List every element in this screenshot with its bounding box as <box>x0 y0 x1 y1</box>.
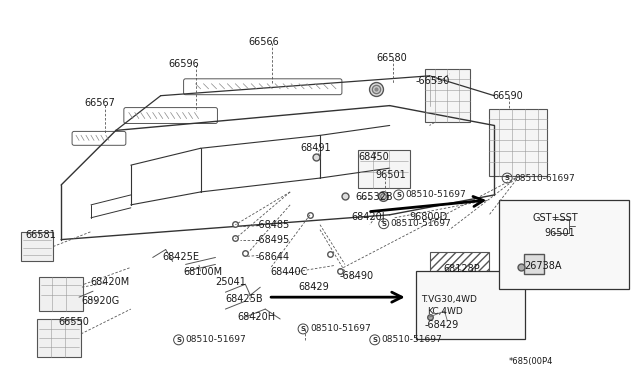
Text: 08510-61697: 08510-61697 <box>514 174 575 183</box>
Text: S: S <box>396 192 401 198</box>
Text: S: S <box>381 221 386 227</box>
Text: 08510-51697: 08510-51697 <box>390 219 451 228</box>
Bar <box>21 232 53 262</box>
Text: 68425E: 68425E <box>163 251 200 262</box>
Bar <box>499 200 628 289</box>
Text: -68429: -68429 <box>424 320 459 330</box>
Text: 68440C: 68440C <box>270 267 308 278</box>
Text: 68128P: 68128P <box>444 264 480 275</box>
Text: S: S <box>372 337 377 343</box>
Text: S: S <box>505 175 509 181</box>
Text: 68420M: 68420M <box>90 277 129 287</box>
Text: 96501: 96501 <box>376 170 406 180</box>
Bar <box>415 271 525 339</box>
Text: KC,4WD: KC,4WD <box>428 307 463 316</box>
Text: -68490: -68490 <box>340 271 374 281</box>
Text: 68420H: 68420H <box>237 312 275 322</box>
Text: -68644: -68644 <box>255 251 289 262</box>
Text: 66566: 66566 <box>248 37 279 47</box>
Text: 25041: 25041 <box>216 277 246 287</box>
Text: 66532B: 66532B <box>356 192 394 202</box>
Bar <box>39 277 83 311</box>
Text: 08510-51697: 08510-51697 <box>186 335 246 344</box>
Text: 08510-51697: 08510-51697 <box>406 190 467 199</box>
Bar <box>424 69 470 122</box>
Bar <box>358 150 410 188</box>
Text: 66580: 66580 <box>377 53 408 63</box>
Bar <box>429 251 489 281</box>
Text: 68491: 68491 <box>300 143 331 153</box>
Text: 66567: 66567 <box>84 98 115 108</box>
Text: 68429: 68429 <box>298 282 329 292</box>
Text: 08510-51697: 08510-51697 <box>381 335 442 344</box>
Text: -68495: -68495 <box>255 235 289 245</box>
Text: 96501: 96501 <box>544 228 575 238</box>
Text: *685(00P4: *685(00P4 <box>509 357 554 366</box>
Text: 68920G: 68920G <box>81 296 119 306</box>
Text: S: S <box>176 337 181 343</box>
Text: T.VG30,4WD: T.VG30,4WD <box>422 295 477 304</box>
Text: 68450: 68450 <box>359 152 390 162</box>
Text: 66581: 66581 <box>26 230 56 240</box>
Text: 68425B: 68425B <box>225 294 263 304</box>
Text: S: S <box>301 326 305 332</box>
Bar <box>37 319 81 357</box>
Text: 26738A: 26738A <box>524 262 562 272</box>
Text: 66550: 66550 <box>58 317 89 327</box>
Text: 96800D: 96800D <box>410 212 448 222</box>
Text: 66590: 66590 <box>492 91 523 101</box>
Text: -68485: -68485 <box>255 220 289 230</box>
Text: 66596: 66596 <box>169 59 200 69</box>
Text: GST+SST: GST+SST <box>532 213 578 223</box>
Text: 08510-51697: 08510-51697 <box>310 324 371 333</box>
Bar <box>489 109 547 176</box>
Text: 68420J: 68420J <box>352 212 385 222</box>
Text: 68100M: 68100M <box>184 267 223 278</box>
Text: -66550: -66550 <box>415 76 450 86</box>
